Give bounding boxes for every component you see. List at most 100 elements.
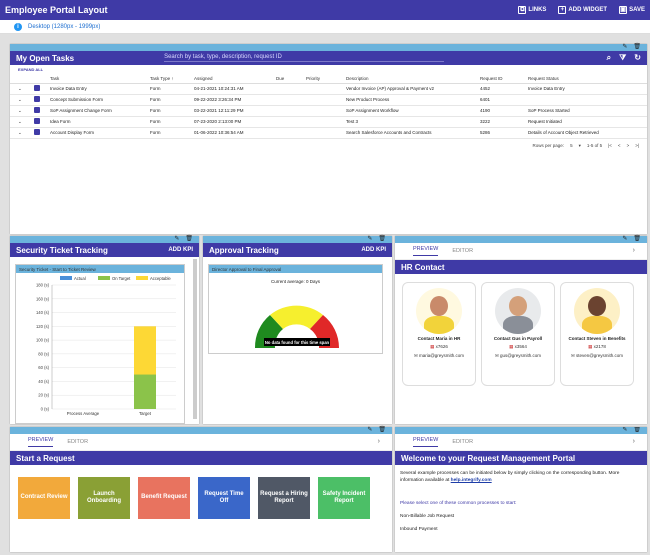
table-row[interactable]: ⌄ Idea Form Form 07-23-2020 2:13:00 PM Test … [10, 116, 647, 128]
process-link[interactable]: Non-Billable Job Request [400, 513, 455, 519]
request-tile[interactable]: Contract Review [18, 477, 70, 519]
contact-email[interactable]: ✉ maria@greysmith.com [413, 353, 465, 358]
contact-ext: ▦ x3564 [509, 344, 527, 349]
expand-row-icon[interactable]: ⌄ [10, 94, 34, 106]
prev-page-icon[interactable]: < [617, 142, 621, 148]
column-header[interactable]: Request ID [480, 74, 528, 84]
expand-row-icon[interactable]: ⌄ [10, 116, 34, 128]
open-task-icon[interactable] [34, 127, 50, 139]
start-header: Start a Request [10, 451, 392, 465]
last-page-icon[interactable]: >| [635, 142, 639, 148]
help-link[interactable]: help.integrify.com [450, 477, 492, 483]
y-tick-label: 140 (s) [36, 310, 50, 315]
tab-editor[interactable]: EDITOR [452, 439, 474, 445]
column-header[interactable]: Due [276, 74, 306, 84]
chevron-right-icon[interactable]: › [632, 247, 635, 254]
contact-card[interactable]: Contact Steven in Benefits ▦ x2178 ✉ ste… [560, 282, 634, 386]
chevron-right-icon[interactable]: › [377, 438, 380, 445]
next-page-icon[interactable]: > [626, 142, 630, 148]
tab-editor[interactable]: EDITOR [452, 248, 474, 254]
tasks-title: My Open Tasks [16, 53, 75, 63]
contact-email[interactable]: ✉ steven@greysmith.com [570, 353, 624, 358]
column-header[interactable]: Priority [306, 74, 346, 84]
open-task-icon[interactable] [34, 105, 50, 117]
delete-icon[interactable]: 🗑 [378, 427, 386, 433]
avatar [574, 288, 620, 334]
contact-card[interactable]: Contact Gus in Payroll ▦ x3564 ✉ gus@gre… [481, 282, 555, 386]
open-task-icon[interactable] [34, 116, 50, 128]
add-widget-button[interactable]: + ADD WIDGET [558, 6, 607, 14]
tab-preview[interactable]: PREVIEW [413, 246, 439, 256]
request-tile[interactable]: Safety Incident Report [318, 477, 370, 519]
tab-editor[interactable]: EDITOR [67, 439, 89, 445]
table-cell: New Product Process [346, 94, 480, 106]
delete-icon[interactable]: 🗑 [633, 236, 641, 242]
welcome-title: Welcome to your Request Management Porta… [401, 453, 576, 463]
request-tile[interactable]: Request a Hiring Report [258, 477, 310, 519]
start-panel: ✎ 🗑 PREVIEW EDITOR › Start a Request Cont… [10, 427, 392, 552]
open-task-icon[interactable] [34, 83, 50, 95]
layout-label[interactable]: Desktop (1280px - 1999px) [28, 23, 101, 30]
chevron-right-icon[interactable]: › [632, 438, 635, 445]
rows-per-page-select[interactable]: 5 [570, 142, 573, 148]
search-input[interactable]: Search by task, type, description, reque… [164, 54, 445, 62]
expand-row-icon[interactable]: ⌄ [10, 83, 34, 95]
table-row[interactable]: ⌄ Concept Submission Form Form 09-22-2022 3… [10, 94, 647, 106]
add-kpi-button[interactable]: ADD KPI [361, 247, 386, 253]
scrollbar[interactable] [193, 259, 197, 419]
edit-icon[interactable]: ✎ [622, 236, 628, 242]
y-tick-label: 160 (s) [36, 296, 50, 301]
table-row[interactable]: ⌄ Account Display Form Form 01-06-2022 10:3… [10, 127, 647, 139]
approval-title: Approval Tracking [209, 245, 279, 255]
save-button[interactable]: ▣ SAVE [619, 6, 645, 14]
delete-icon[interactable]: 🗑 [633, 44, 641, 50]
delete-icon[interactable]: 🗑 [185, 236, 193, 242]
delete-icon[interactable]: 🗑 [378, 236, 386, 242]
edit-icon[interactable]: ✎ [622, 44, 628, 50]
tasks-header: My Open Tasks Search by task, type, desc… [10, 51, 647, 65]
contact-card[interactable]: Contact Maria in HR ▦ x7626 ✉ maria@grey… [402, 282, 476, 386]
process-link[interactable]: Inbound Payment [400, 526, 438, 532]
table-row[interactable]: ⌄ Invoice Data Entry Form 04-21-2021 10:24:… [10, 83, 647, 95]
first-page-icon[interactable]: |< [608, 142, 612, 148]
table-cell: Details of Account Object Retrieved [528, 127, 647, 139]
filter-icon[interactable]: ⧩ [619, 53, 627, 62]
phone-icon: ▦ [509, 344, 515, 349]
edit-icon[interactable]: ✎ [622, 427, 628, 433]
column-header[interactable]: Task Type ↑ [150, 74, 194, 84]
table-cell [276, 105, 306, 117]
expand-row-icon[interactable]: ⌄ [10, 127, 34, 139]
request-tile[interactable]: Benefit Request [138, 477, 190, 519]
edit-icon[interactable]: ✎ [174, 236, 180, 242]
tab-bar: PREVIEW EDITOR › [395, 434, 647, 451]
request-tile[interactable]: Request Time Off [198, 477, 250, 519]
expand-all-button[interactable]: EXPAND ALL [18, 67, 44, 72]
contact-email[interactable]: ✉ gus@greysmith.com [494, 353, 542, 358]
column-header[interactable]: Request Status [528, 74, 647, 84]
table-row[interactable]: ⌄ SoP Assignment Change Form Form 03-22-202… [10, 105, 647, 117]
request-tile[interactable]: Launch Onboarding [78, 477, 130, 519]
add-kpi-button[interactable]: ADD KPI [168, 247, 193, 253]
table-cell: 01-06-2022 10:36:54 AM [194, 127, 276, 139]
mail-icon: ✉ [413, 353, 419, 358]
y-tick-label: 120 (s) [36, 324, 50, 329]
search-icon[interactable]: ⌕ [606, 53, 612, 62]
open-task-icon[interactable] [34, 94, 50, 106]
column-header[interactable]: Description [346, 74, 480, 84]
panel-controls: ✎ 🗑 [10, 427, 392, 434]
column-header[interactable]: Task [50, 74, 150, 84]
tab-preview[interactable]: PREVIEW [413, 437, 439, 447]
edit-icon[interactable]: ✎ [367, 427, 373, 433]
tab-preview[interactable]: PREVIEW [28, 437, 54, 447]
bar-chart: Actual On Target Acceptable 0 (s) 20 (s) 40 (… [36, 276, 176, 416]
column-header[interactable]: Assigned [194, 74, 276, 84]
delete-icon[interactable]: 🗑 [633, 427, 641, 433]
links-button[interactable]: ⧉ LINKS [518, 6, 546, 14]
mail-icon: ✉ [570, 353, 576, 358]
expand-row-icon[interactable]: ⌄ [10, 105, 34, 117]
current-average: Current average: 0 Days [270, 279, 321, 284]
legend-swatch [136, 276, 148, 280]
page-range: 1-5 of 5 [586, 142, 603, 148]
refresh-icon[interactable]: ↻ [634, 53, 641, 62]
edit-icon[interactable]: ✎ [367, 236, 373, 242]
